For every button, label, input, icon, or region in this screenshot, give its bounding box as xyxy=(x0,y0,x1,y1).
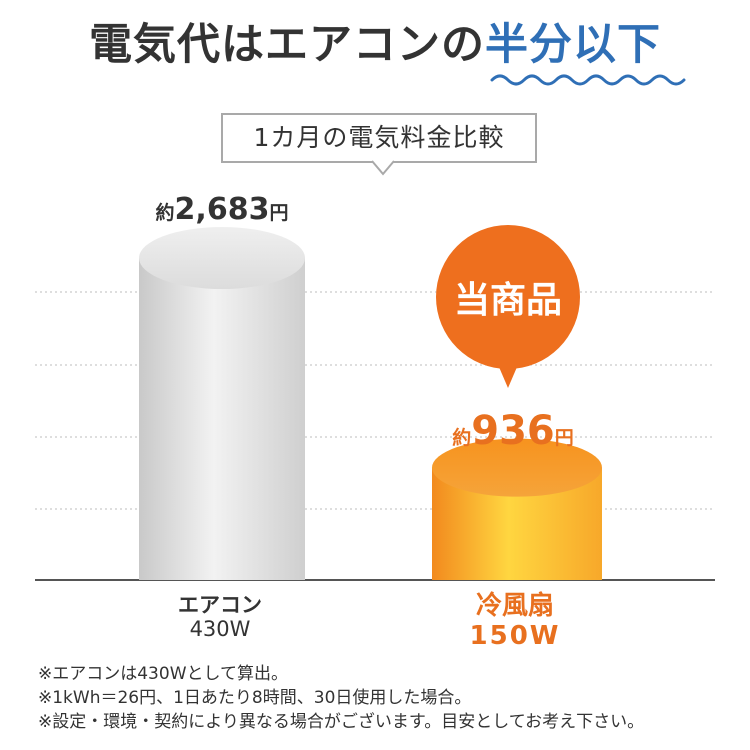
product-badge-circle xyxy=(436,225,580,369)
value-prefix-ac: 約 xyxy=(156,201,175,224)
footnote: ※設定・環境・契約により異なる場合がございます。目安としてお考え下さい。 xyxy=(38,712,645,732)
bar-chart: 当商品 約2,683円 約936円 xyxy=(35,192,715,581)
value-label-ac: 約2,683円 xyxy=(156,192,289,227)
bar-fan-top xyxy=(432,438,602,497)
ac-name: エアコン xyxy=(178,593,262,617)
wave-underline xyxy=(490,74,686,86)
headline-accent: 半分以下 xyxy=(485,20,661,70)
value-suffix-ac: 円 xyxy=(269,202,288,224)
value-label-fan: 約936円 xyxy=(452,408,574,454)
fan-watt: 150W xyxy=(469,620,561,651)
fan-name: 冷風扇 xyxy=(475,591,554,621)
value-number-ac: 2,683 xyxy=(175,192,270,227)
footnote: ※1kWh＝26円、1日あたり8時間、30日使用した場合。 xyxy=(38,688,472,708)
product-badge-label: 当商品 xyxy=(454,280,562,321)
category-label-ac: エアコン 430W xyxy=(140,593,300,641)
category-label-fan: 冷風扇 150W xyxy=(430,591,600,652)
value-prefix-fan: 約 xyxy=(452,426,471,449)
ac-watt: 430W xyxy=(189,617,251,642)
callout-tail xyxy=(372,160,394,176)
product-badge-tail xyxy=(496,360,520,388)
footnote: ※エアコンは430Wとして算出。 xyxy=(38,664,288,684)
headline-prefix: 電気代はエアコンの xyxy=(89,20,485,70)
footnotes: ※エアコンは430Wとして算出。 ※1kWh＝26円、1日あたり8時間、30日使… xyxy=(38,662,750,734)
bar-ac xyxy=(139,258,305,580)
comparison-callout: 1カ月の電気料金比較 xyxy=(221,113,537,163)
value-number-fan: 936 xyxy=(471,408,555,454)
bar-ac-top xyxy=(139,227,305,290)
value-suffix-fan: 円 xyxy=(555,427,574,449)
headline: 電気代はエアコンの半分以下 xyxy=(0,14,750,76)
